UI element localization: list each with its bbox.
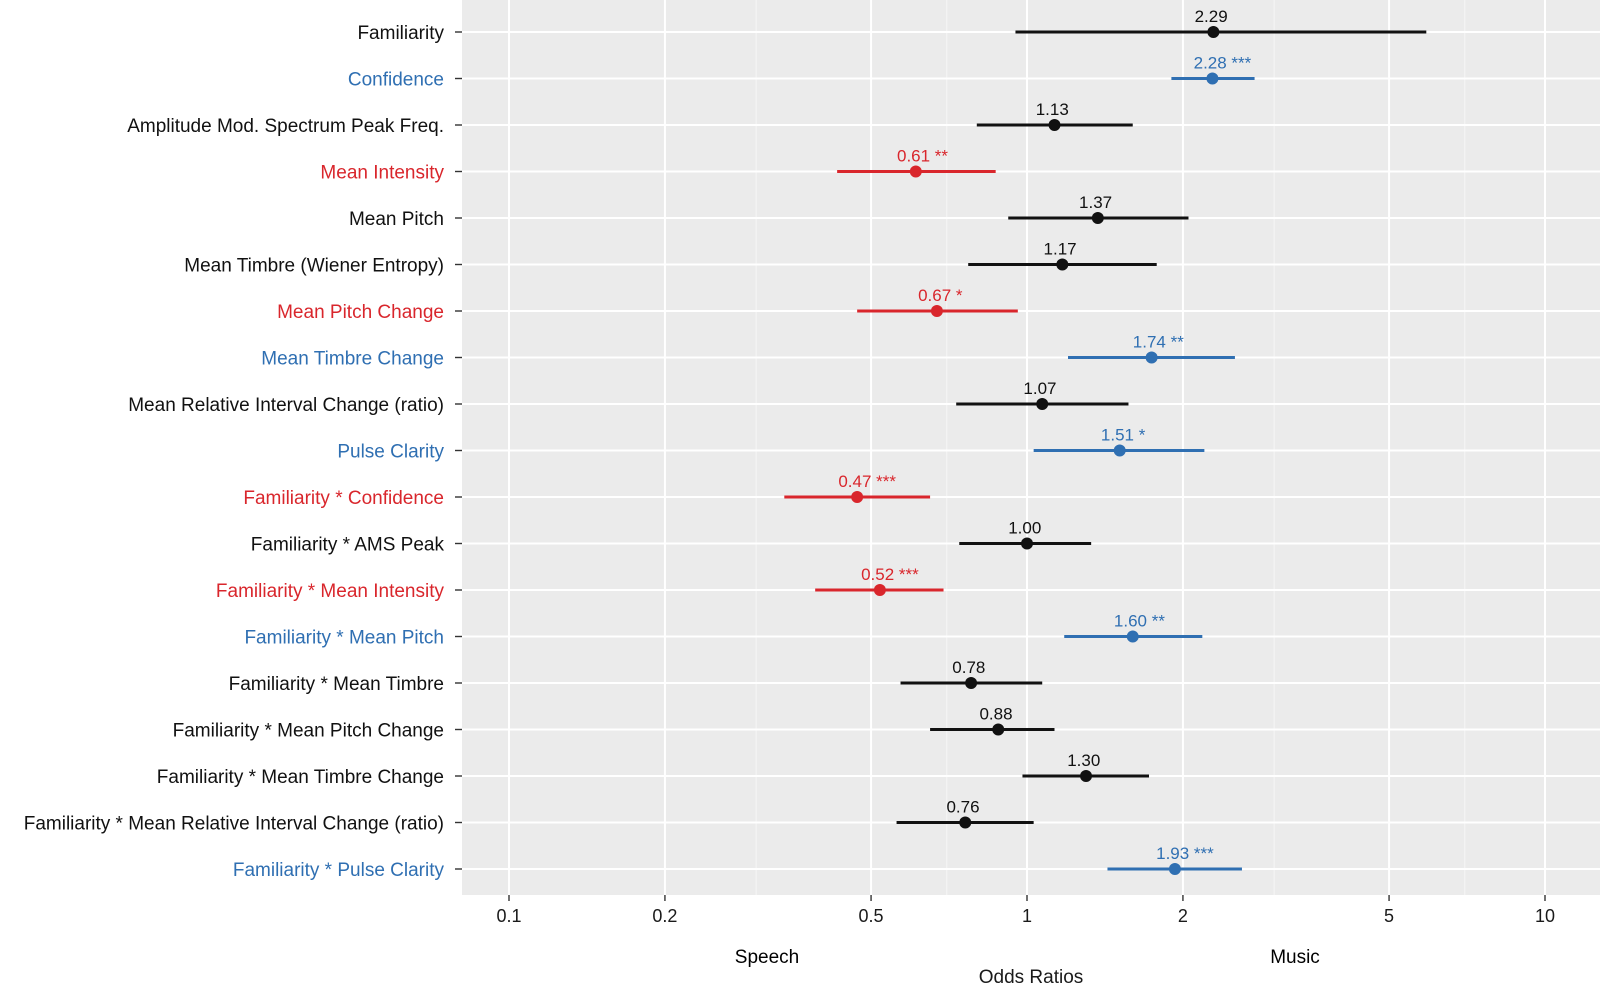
y-tick-label: Familiarity * Pulse Clarity: [233, 860, 445, 881]
odds-ratio-label: 0.61 **: [897, 147, 948, 166]
y-tick-label: Familiarity * Mean Timbre: [229, 674, 444, 695]
y-tick-label: Familiarity * Mean Relative Interval Cha…: [24, 814, 444, 835]
y-tick-label: Familiarity * Confidence: [243, 488, 444, 509]
odds-ratio-label: 0.67 *: [918, 286, 963, 305]
x-tick-label: 0.2: [652, 906, 677, 926]
odds-ratio-label: 1.00: [1008, 519, 1041, 538]
odds-ratio-label: 1.74 **: [1133, 333, 1184, 352]
y-tick-label: Familiarity * Mean Pitch: [244, 628, 444, 649]
music-direction-label: Music: [1270, 947, 1320, 968]
odds-ratio-point: [965, 677, 978, 689]
x-tick-label: 0.5: [859, 906, 884, 926]
y-tick-label: Familiarity * Mean Pitch Change: [173, 721, 444, 742]
y-tick-label: Familiarity * Mean Timbre Change: [157, 767, 444, 788]
y-tick-label: Familiarity: [357, 23, 444, 44]
odds-ratio-label: 1.60 **: [1114, 612, 1165, 631]
odds-ratio-point: [851, 491, 864, 503]
y-tick-label: Confidence: [348, 70, 444, 91]
y-tick-label: Mean Relative Interval Change (ratio): [128, 395, 444, 416]
x-tick-label: 10: [1535, 906, 1555, 926]
odds-ratio-label: 0.52 ***: [861, 565, 919, 584]
x-tick-label: 0.1: [496, 906, 521, 926]
odds-ratio-label: 1.93 ***: [1156, 844, 1214, 863]
y-tick-label: Familiarity * Mean Intensity: [216, 581, 445, 602]
y-tick-label: Mean Pitch Change: [277, 302, 444, 323]
odds-ratio-label: 0.88: [979, 705, 1012, 724]
odds-ratio-label: 2.29: [1195, 7, 1228, 26]
odds-ratio-label: 1.13: [1036, 100, 1069, 119]
odds-ratio-label: 2.28 ***: [1194, 54, 1252, 73]
plot-panel: [462, 0, 1600, 895]
odds-ratio-point: [1168, 863, 1181, 875]
odds-ratio-point: [1048, 119, 1061, 131]
odds-ratio-point: [1036, 398, 1049, 410]
odds-ratio-point: [1056, 258, 1069, 271]
y-tick-label: Pulse Clarity: [337, 442, 444, 463]
y-tick-label: Familiarity * AMS Peak: [251, 535, 445, 556]
x-tick-label: 2: [1178, 906, 1188, 926]
x-tick-label: 1: [1022, 906, 1032, 926]
odds-ratio-label: 1.37: [1079, 193, 1112, 212]
odds-ratio-point: [909, 165, 922, 178]
odds-ratio-label: 1.51 *: [1101, 426, 1146, 445]
y-tick-label: Amplitude Mod. Spectrum Peak Freq.: [127, 116, 444, 137]
odds-ratio-point: [1021, 537, 1033, 550]
x-tick-label: 5: [1384, 906, 1394, 926]
odds-ratio-point: [873, 584, 886, 596]
odds-ratio-label: 1.17: [1044, 240, 1077, 259]
odds-ratio-label: 0.47 ***: [838, 472, 896, 491]
odds-ratio-label: 1.30: [1067, 751, 1100, 770]
odds-ratio-label: 1.07: [1023, 379, 1056, 398]
odds-ratio-point: [1091, 212, 1104, 224]
odds-ratio-point: [1113, 444, 1126, 457]
y-tick-label: Mean Pitch: [349, 209, 444, 230]
odds-ratio-point: [1207, 26, 1220, 38]
speech-direction-label: Speech: [735, 947, 799, 968]
odds-ratio-point: [1126, 630, 1139, 643]
odds-ratio-label: 0.78: [952, 658, 985, 677]
odds-ratio-point: [992, 723, 1005, 736]
y-tick-label: Mean Timbre Change: [261, 349, 444, 370]
odds-ratio-point: [1080, 770, 1093, 782]
y-axis: Familiarity Confidence Amplitude Mod. Spec…: [24, 23, 462, 881]
x-axis: 0.1 0.2 0.5 1 2 5 10: [496, 895, 1555, 926]
y-tick-label: Mean Timbre (Wiener Entropy): [184, 256, 444, 277]
odds-ratio-point: [1145, 351, 1158, 364]
odds-ratio-point: [930, 305, 943, 317]
y-tick-label: Mean Intensity: [320, 163, 444, 184]
odds-ratio-point: [1206, 72, 1219, 85]
odds-ratio-series: 2.29 2.28 *** 1.13 0.61 ** 1.37 1.17 0.67 * 1.7…: [784, 7, 1427, 875]
odds-ratio-point: [959, 816, 972, 829]
odds-ratio-label: 0.76: [946, 798, 979, 817]
x-axis-title: Odds Ratios: [979, 967, 1084, 988]
